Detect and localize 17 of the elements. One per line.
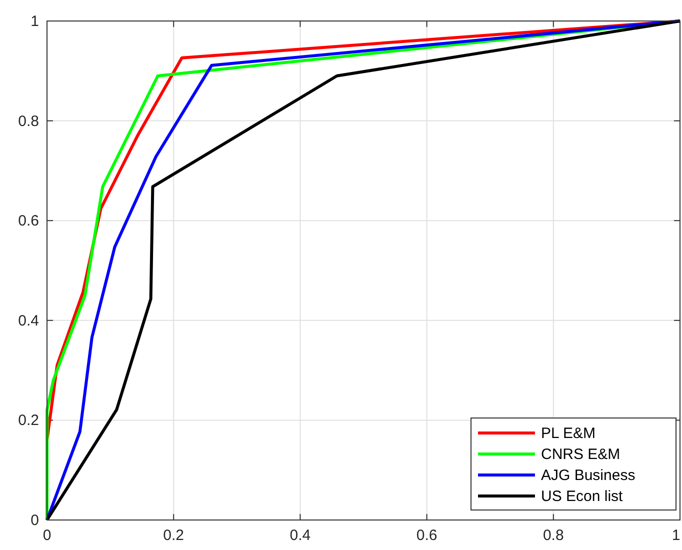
- legend-label: US Econ list: [541, 488, 624, 505]
- y-tick-label: 0.4: [18, 312, 39, 330]
- y-tick-label: 0.8: [18, 112, 39, 130]
- y-tick-label: 0.2: [18, 412, 39, 430]
- x-tick-label: 0.8: [542, 527, 564, 544]
- y-tick-label: 0: [30, 512, 39, 529]
- line-series: [46, 20, 682, 522]
- x-tick-label: 0.2: [163, 527, 184, 544]
- y-tick-label: 0.6: [18, 212, 39, 230]
- x-tick-label: 0.6: [416, 527, 438, 544]
- x-tick-label: 0: [42, 527, 52, 544]
- legend-label: AJG Business: [541, 467, 636, 484]
- x-tick-label: 0.4: [290, 527, 311, 544]
- y-tick-label: 1: [30, 13, 39, 30]
- legend-label: PL E&M: [541, 425, 596, 442]
- legend-label: CNRS E&M: [541, 446, 620, 463]
- x-tick-label: 1: [672, 527, 680, 544]
